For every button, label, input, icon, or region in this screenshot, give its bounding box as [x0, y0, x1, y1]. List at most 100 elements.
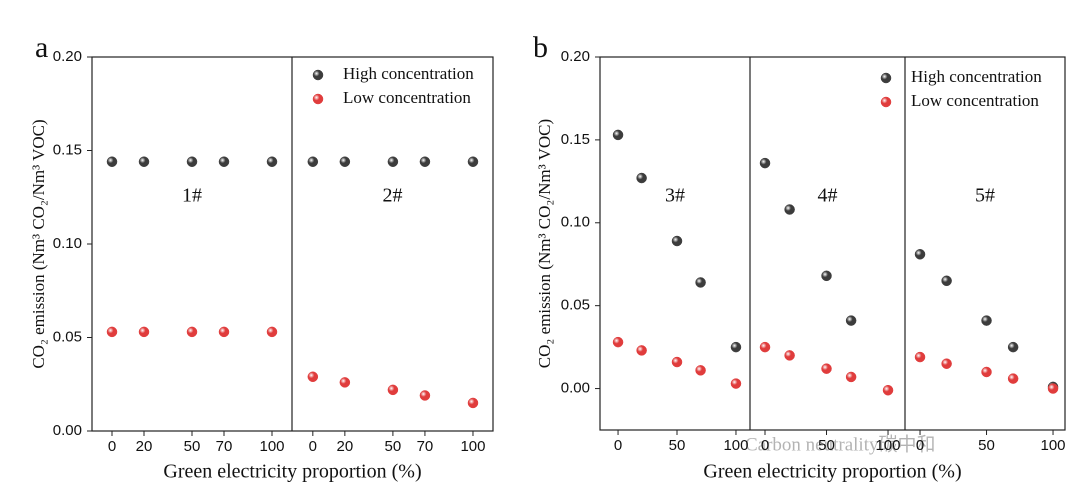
data-point: [387, 384, 399, 396]
data-point: [695, 365, 706, 376]
data-point: [612, 129, 624, 141]
legend-marker: [880, 72, 892, 84]
y-tick-label: 0.00: [561, 380, 590, 397]
x-tick-label: 0: [916, 437, 924, 454]
data-point: [339, 156, 351, 167]
x-tick-label: 100: [723, 437, 748, 454]
data-point: [218, 326, 230, 338]
data-point: [467, 397, 479, 409]
x-axis-label: Green electricity proportion (%): [163, 461, 421, 483]
data-point: [467, 156, 479, 167]
data-point: [1007, 373, 1019, 384]
group-label: 5#: [975, 185, 995, 207]
y-axis-label: CO₂ emission (Nm³ CO₂/Nm³ VOC): [535, 119, 554, 368]
data-point: [307, 371, 319, 383]
x-tick-label: 100: [259, 438, 284, 455]
x-tick-label: 50: [184, 438, 201, 455]
data-point: [419, 390, 431, 401]
watermark: Carbon neutrality碳中和: [745, 433, 936, 455]
x-tick-label: 100: [460, 438, 485, 455]
data-point: [636, 345, 647, 356]
plot-frame: [599, 56, 1066, 431]
x-tick-label: 0: [108, 438, 116, 455]
x-tick-label: 0: [761, 437, 769, 454]
data-point: [730, 341, 742, 353]
x-tick-label: 20: [136, 438, 153, 455]
x-tick-label: 0: [309, 438, 317, 455]
panel-label: b: [533, 31, 548, 64]
data-point: [138, 156, 150, 167]
y-axis-label: CO₂ emission (Nm³ CO₂/Nm³ VOC): [29, 119, 48, 368]
legend-label: High concentration: [343, 64, 474, 83]
data-point: [339, 377, 351, 388]
data-point: [914, 249, 926, 260]
data-point: [186, 156, 198, 167]
x-tick-label: 0: [614, 437, 622, 454]
group-label: 2#: [383, 185, 403, 207]
y-tick-label: 0.00: [53, 422, 82, 439]
y-tick-label: 0.05: [53, 328, 82, 345]
x-tick-label: 70: [417, 438, 434, 455]
data-point: [186, 326, 198, 338]
data-point: [784, 204, 795, 215]
data-point: [784, 350, 795, 361]
group-label: 3#: [665, 185, 685, 207]
data-point: [106, 156, 118, 167]
data-point: [671, 356, 683, 368]
data-point: [636, 172, 647, 184]
legend-marker: [312, 93, 324, 105]
x-tick-label: 50: [818, 437, 835, 454]
data-point: [419, 156, 431, 167]
x-tick-label: 50: [669, 437, 686, 454]
legend-label: Low concentration: [911, 91, 1039, 110]
data-point: [1047, 383, 1059, 394]
data-point: [941, 275, 952, 287]
data-point: [218, 156, 230, 167]
legend-marker: [880, 96, 892, 108]
data-point: [821, 270, 832, 282]
y-tick-label: 0.10: [561, 214, 590, 231]
legend-label: High concentration: [911, 67, 1042, 86]
x-tick-label: 50: [978, 437, 995, 454]
data-point: [695, 277, 706, 288]
data-point: [981, 366, 992, 378]
data-point: [914, 351, 926, 363]
data-point: [821, 363, 832, 374]
x-tick-label: 20: [337, 438, 354, 455]
data-point: [730, 378, 742, 389]
data-point: [941, 358, 952, 369]
y-tick-label: 0.15: [561, 131, 590, 148]
y-tick-label: 0.15: [53, 141, 82, 158]
data-point: [981, 315, 992, 326]
data-point: [266, 156, 278, 167]
x-axis-label: Green electricity proportion (%): [703, 461, 961, 483]
data-point: [759, 157, 771, 169]
data-point: [307, 156, 319, 167]
group-label: 1#: [182, 185, 202, 207]
panel-label: a: [35, 31, 48, 64]
data-point: [387, 156, 399, 167]
y-tick-label: 0.05: [561, 297, 590, 314]
x-tick-label: 70: [216, 438, 233, 455]
legend-label: Low concentration: [343, 88, 471, 107]
y-tick-label: 0.20: [53, 48, 82, 65]
x-tick-label: 100: [876, 437, 901, 454]
x-tick-label: 100: [1041, 437, 1066, 454]
group-label: 4#: [818, 185, 838, 207]
data-point: [266, 326, 278, 338]
data-point: [845, 371, 857, 383]
data-point: [882, 384, 894, 396]
data-point: [671, 235, 683, 247]
data-point: [612, 336, 624, 348]
y-tick-label: 0.10: [53, 235, 82, 252]
data-point: [845, 315, 857, 326]
y-tick-label: 0.20: [561, 48, 590, 65]
data-point: [759, 341, 771, 353]
data-point: [106, 326, 118, 338]
x-tick-label: 50: [385, 438, 402, 455]
data-point: [1007, 341, 1019, 353]
data-point: [138, 326, 150, 338]
legend-marker: [312, 69, 324, 81]
